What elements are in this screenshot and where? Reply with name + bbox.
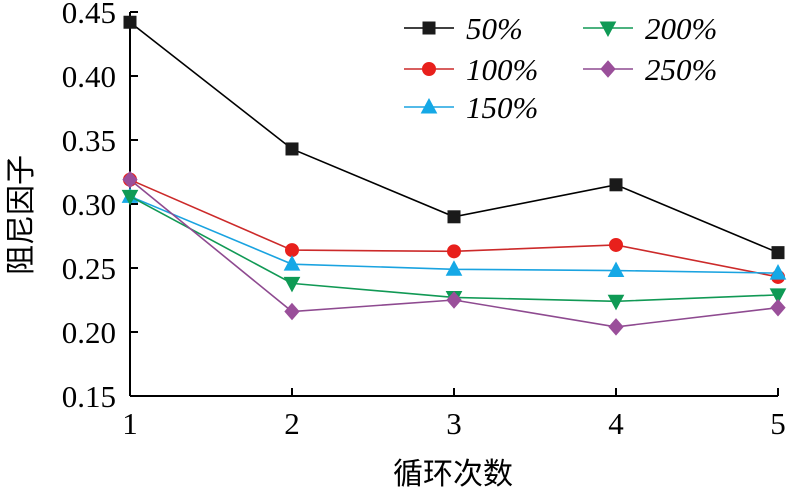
data-point	[769, 288, 787, 304]
legend-marker	[420, 97, 438, 114]
data-point	[285, 243, 299, 258]
legend-marker	[599, 21, 617, 38]
data-point	[447, 244, 461, 259]
data-point	[609, 178, 623, 192]
y-tick-label: 0.45	[62, 0, 116, 30]
x-tick-label: 4	[608, 406, 624, 441]
series-3	[121, 187, 787, 280]
data-point	[607, 294, 625, 311]
y-axis-title: 阻尼因子	[4, 155, 39, 275]
x-tick-label: 3	[446, 406, 462, 441]
legend-label: 150%	[466, 90, 538, 125]
data-point	[609, 237, 623, 252]
legend-label: 200%	[645, 11, 717, 46]
legend-label: 50%	[466, 11, 523, 46]
data-point	[608, 318, 624, 336]
legend-label: 100%	[466, 52, 538, 87]
data-point	[770, 298, 786, 317]
data-point	[447, 210, 461, 224]
series-5	[122, 170, 786, 336]
legend-entry: 150%	[404, 90, 538, 125]
legend-marker	[600, 60, 616, 78]
legend-entry: 50%	[404, 11, 523, 46]
data-point	[284, 302, 300, 321]
data-point	[771, 246, 785, 260]
data-point	[285, 142, 299, 156]
data-point	[445, 260, 463, 276]
y-tick-label: 0.35	[62, 123, 116, 158]
x-tick-label: 5	[770, 406, 786, 441]
legend-marker	[422, 62, 436, 76]
y-tick-label: 0.20	[62, 315, 116, 350]
series-1	[123, 15, 785, 260]
legend: 50% 100%150% 200% 250%	[404, 11, 717, 125]
legend-entry: 250%	[583, 52, 717, 87]
data-point	[607, 261, 625, 278]
axes: 0.15 0.20 0.25 0.30 0.35 0.40 0.45 1 2 3 4 5	[62, 0, 786, 441]
data-point	[769, 264, 787, 280]
data-point	[283, 255, 301, 271]
y-tick-label: 0.25	[62, 251, 116, 286]
data-point	[446, 291, 462, 309]
data-point	[123, 15, 137, 29]
y-tick-label: 0.30	[62, 187, 116, 222]
data-point	[122, 170, 138, 189]
y-tick-label: 0.15	[62, 379, 116, 414]
data-point	[121, 189, 139, 206]
x-tick-label: 1	[122, 406, 138, 441]
y-tick-label: 0.40	[62, 59, 116, 94]
data-point	[283, 276, 301, 293]
legend-entry: 100%	[404, 52, 538, 87]
legend-label: 250%	[645, 52, 717, 87]
legend-marker	[422, 21, 436, 35]
legend-entry: 200%	[583, 11, 717, 46]
series-layer	[121, 15, 787, 336]
x-tick-label: 2	[284, 406, 300, 441]
x-axis-title: 循环次数	[393, 457, 513, 492]
